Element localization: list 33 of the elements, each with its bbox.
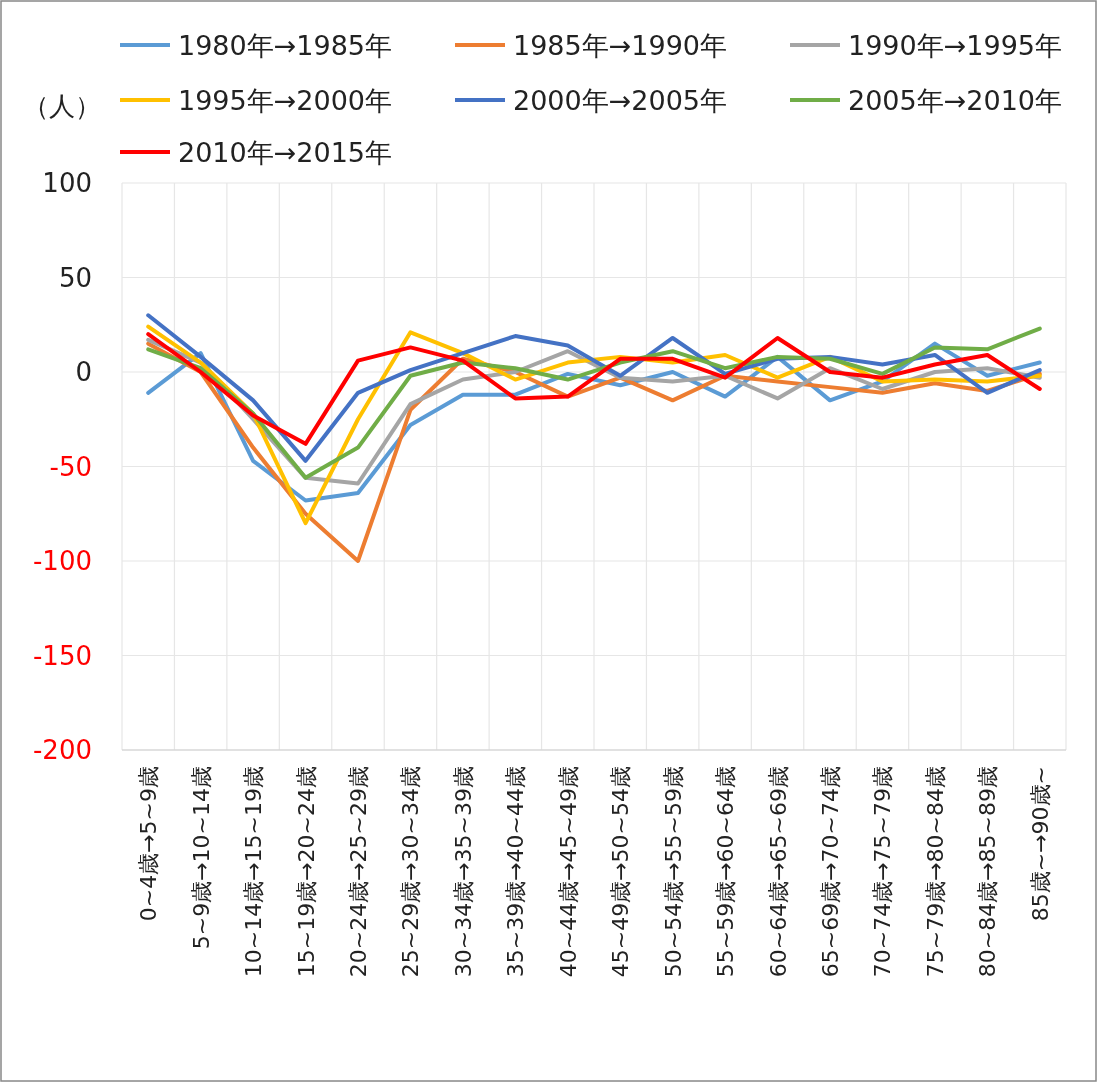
x-tick-label: 80~84歳→85~89歳 [975,766,1001,978]
legend-label: 1985年→1990年 [513,30,728,61]
x-tick-label: 50~54歳→55~59歳 [660,766,686,978]
x-tick-label: 5~9歳→10~14歳 [188,766,214,950]
y-tick-label: -50 [49,451,92,482]
x-tick-label: 70~74歳→75~79歳 [870,766,896,978]
x-tick-label: 20~24歳→25~29歳 [346,766,371,978]
y-tick-label: 50 [58,262,92,293]
x-tick-label: 10~14歳→15~19歳 [241,766,267,978]
x-tick-label: 30~34歳→35~39歳 [450,766,476,978]
x-tick-label: 75~79歳→80~84歳 [922,766,948,978]
y-tick-label: -200 [32,735,92,765]
x-tick-label: 40~44歳→45~49歳 [555,766,581,978]
x-tick-label: 35~39歳→40~44歳 [503,766,529,978]
legend-label: 1995年→2000年 [178,85,393,116]
legend-label: 2005年→2010年 [848,85,1063,116]
y-axis-title: （人） [23,91,101,121]
legend-label: 1990年→1995年 [848,30,1063,61]
x-tick-label: 65~69歳→70~74歳 [818,766,843,978]
x-tick-label: 15~19歳→20~24歳 [293,766,319,978]
legend-label: 2010年→2015年 [178,137,393,168]
x-tick-label: 45~49歳→50~54歳 [608,766,634,978]
x-tick-label: 55~59歳→60~64歳 [713,766,739,978]
x-tick-label: 60~64歳→65~69歳 [765,766,791,978]
y-tick-label: 0 [75,357,92,387]
x-tick-label: 85歳~→90歳~ [1027,766,1053,922]
y-tick-label: -150 [32,640,92,671]
x-tick-label: 25~29歳→30~34歳 [398,766,424,978]
y-tick-label: 100 [42,168,92,198]
legend-label: 1980年→1985年 [178,30,393,61]
y-tick-label: -100 [32,546,92,576]
legend-label: 2000年→2005年 [513,85,728,116]
x-tick-label: 0~4歳→5~9歳 [136,766,162,922]
